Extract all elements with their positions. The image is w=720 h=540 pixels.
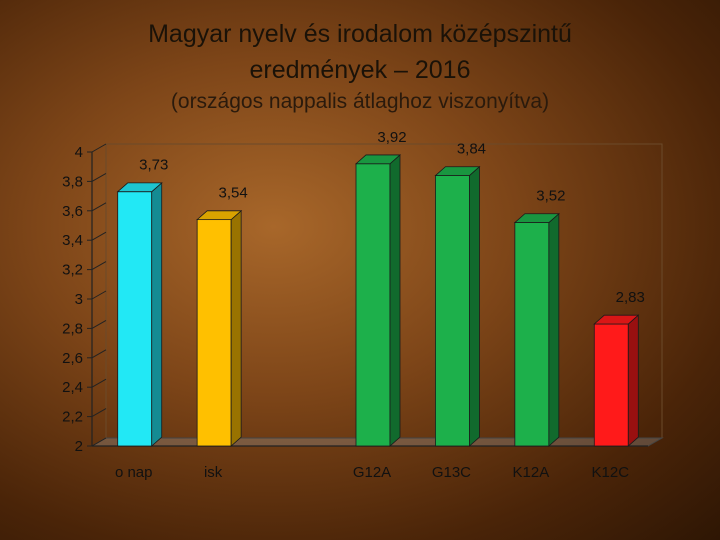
label-layer: 3,73 o nap 3,54 isk 3,92 G12A 3,84 G13C 3,52 K12A… [115,129,645,481]
y-tick-depth [91,349,107,359]
bar-top-5 [513,213,560,223]
data-label-3: 3,92 [377,129,406,146]
y-tick-depth [91,143,107,153]
y-tick-depth [91,261,107,271]
bar-top-4 [434,166,481,176]
y-tick-depth [91,408,107,418]
category-label-6: K12C [592,464,630,481]
data-label-1: 3,54 [219,185,248,202]
data-label-5: 3,52 [536,188,565,205]
category-label-5: K12A [513,464,550,481]
bar-top-0 [116,182,163,193]
bar-side-0 [151,182,163,447]
y-tick-label: 2,6 [62,350,83,367]
data-label-4: 3,84 [457,141,486,158]
data-label-6: 2,83 [616,289,645,306]
category-label-4: G13C [432,464,471,481]
bar-front-3 [355,163,391,447]
y-tick-depth [91,378,107,388]
chart-title-line1: Magyar nyelv és irodalom középszintű [148,20,572,48]
bar-top-6 [593,314,640,325]
y-tick-label: 4 [75,144,83,161]
category-label-1: isk [204,464,223,481]
y-tick-depth [91,319,107,329]
y-tick-depth [91,202,107,212]
bar-side-5 [548,212,560,447]
category-label-3: G12A [353,464,391,481]
y-tick-label: 2,4 [62,379,83,396]
y-tick-label: 2,8 [62,320,83,337]
y-tick-label: 3 [75,291,83,308]
y-tick-label: 2 [75,438,83,455]
bar-side-1 [230,209,242,447]
y-tick-label: 3,6 [62,203,83,220]
bar-top-1 [196,210,243,221]
bar-top-3 [354,154,402,165]
y-tick-depth [91,172,107,182]
bar-front-1 [196,219,232,447]
bar-front-6 [593,323,629,447]
chart-title-line2: eredmények – 2016 [249,56,471,84]
bar-side-6 [627,314,639,447]
bar-side-3 [389,154,401,447]
y-tick-depth [91,231,107,241]
chart-subtitle: (országos nappalis átlaghoz viszonyítva) [170,90,550,113]
y-tick-depth [91,290,107,300]
y-tick-label: 3,2 [62,262,83,279]
bar-front-5 [514,222,550,447]
data-label-0: 3,73 [139,157,168,174]
y-tick-label: 3,8 [62,173,83,190]
bar-front-0 [117,191,153,447]
y-tick-label: 3,4 [62,232,83,249]
bar-layer [116,154,640,447]
y-tick-depth [91,437,107,447]
bar-front-4 [435,175,470,447]
category-label-0: o nap [115,464,153,481]
y-tick-label: 2,2 [62,409,83,426]
bar-side-4 [469,165,480,447]
